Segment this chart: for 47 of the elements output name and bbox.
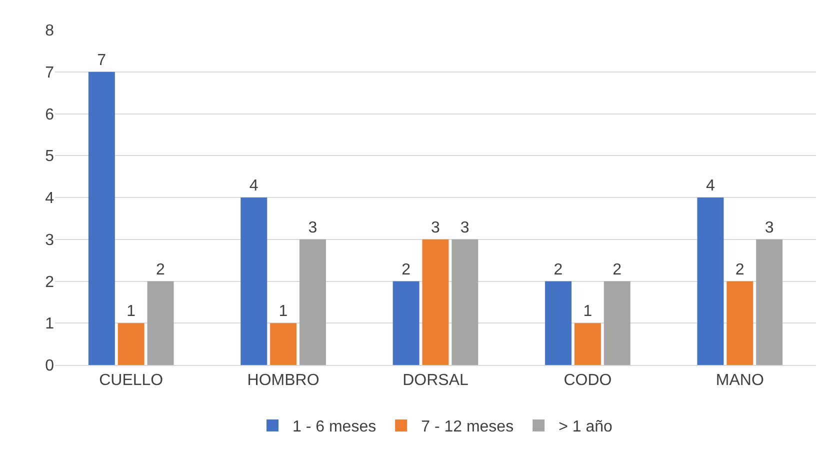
data-label: 4 xyxy=(706,178,715,194)
x-tick-label: CODO xyxy=(564,372,612,390)
y-tick-label: 2 xyxy=(45,274,54,291)
data-label: 2 xyxy=(156,261,166,278)
data-label: 7 xyxy=(97,52,106,69)
bar xyxy=(574,323,601,365)
y-tick-label: 3 xyxy=(45,232,54,249)
y-tick-label: 0 xyxy=(45,358,54,375)
bar xyxy=(726,281,754,365)
legend-label: 1 - 6 meses xyxy=(292,418,376,436)
x-tick-label: CUELLO xyxy=(99,372,164,390)
data-label: 4 xyxy=(249,178,258,194)
legend-label: > 1 año xyxy=(558,418,613,436)
y-tick-label: 5 xyxy=(45,148,54,166)
bar xyxy=(240,198,268,365)
data-label: 1 xyxy=(126,303,136,320)
bar xyxy=(604,281,630,365)
bar xyxy=(299,239,326,365)
y-tick-label: 6 xyxy=(45,106,54,124)
data-label: 2 xyxy=(612,261,622,278)
bar xyxy=(118,323,144,365)
x-tick-label: HOMBRO xyxy=(247,372,320,390)
bar xyxy=(756,239,783,365)
x-tick-label: MANO xyxy=(716,372,764,390)
bar xyxy=(545,281,572,365)
y-tick-label: 7 xyxy=(45,64,54,82)
legend-label: 7 - 12 meses xyxy=(421,418,514,436)
data-label: 1 xyxy=(583,303,592,320)
y-tick-label: 1 xyxy=(45,316,54,333)
data-label: 1 xyxy=(278,303,288,320)
bar xyxy=(270,323,297,365)
y-tick-label: 4 xyxy=(45,190,54,208)
bar xyxy=(392,281,420,365)
data-label: 2 xyxy=(402,261,411,278)
data-label: 3 xyxy=(460,219,470,236)
bar xyxy=(452,239,478,365)
data-label: 3 xyxy=(431,219,440,236)
bar xyxy=(422,239,449,365)
x-tick-label: DORSAL xyxy=(402,372,468,390)
bar xyxy=(147,281,174,365)
y-tick-label: 8 xyxy=(45,22,54,40)
bar xyxy=(697,198,724,365)
data-label: 2 xyxy=(554,261,563,278)
bar xyxy=(88,72,115,365)
data-label: 3 xyxy=(308,219,318,236)
data-label: 3 xyxy=(764,219,774,236)
data-label: 2 xyxy=(735,261,744,278)
